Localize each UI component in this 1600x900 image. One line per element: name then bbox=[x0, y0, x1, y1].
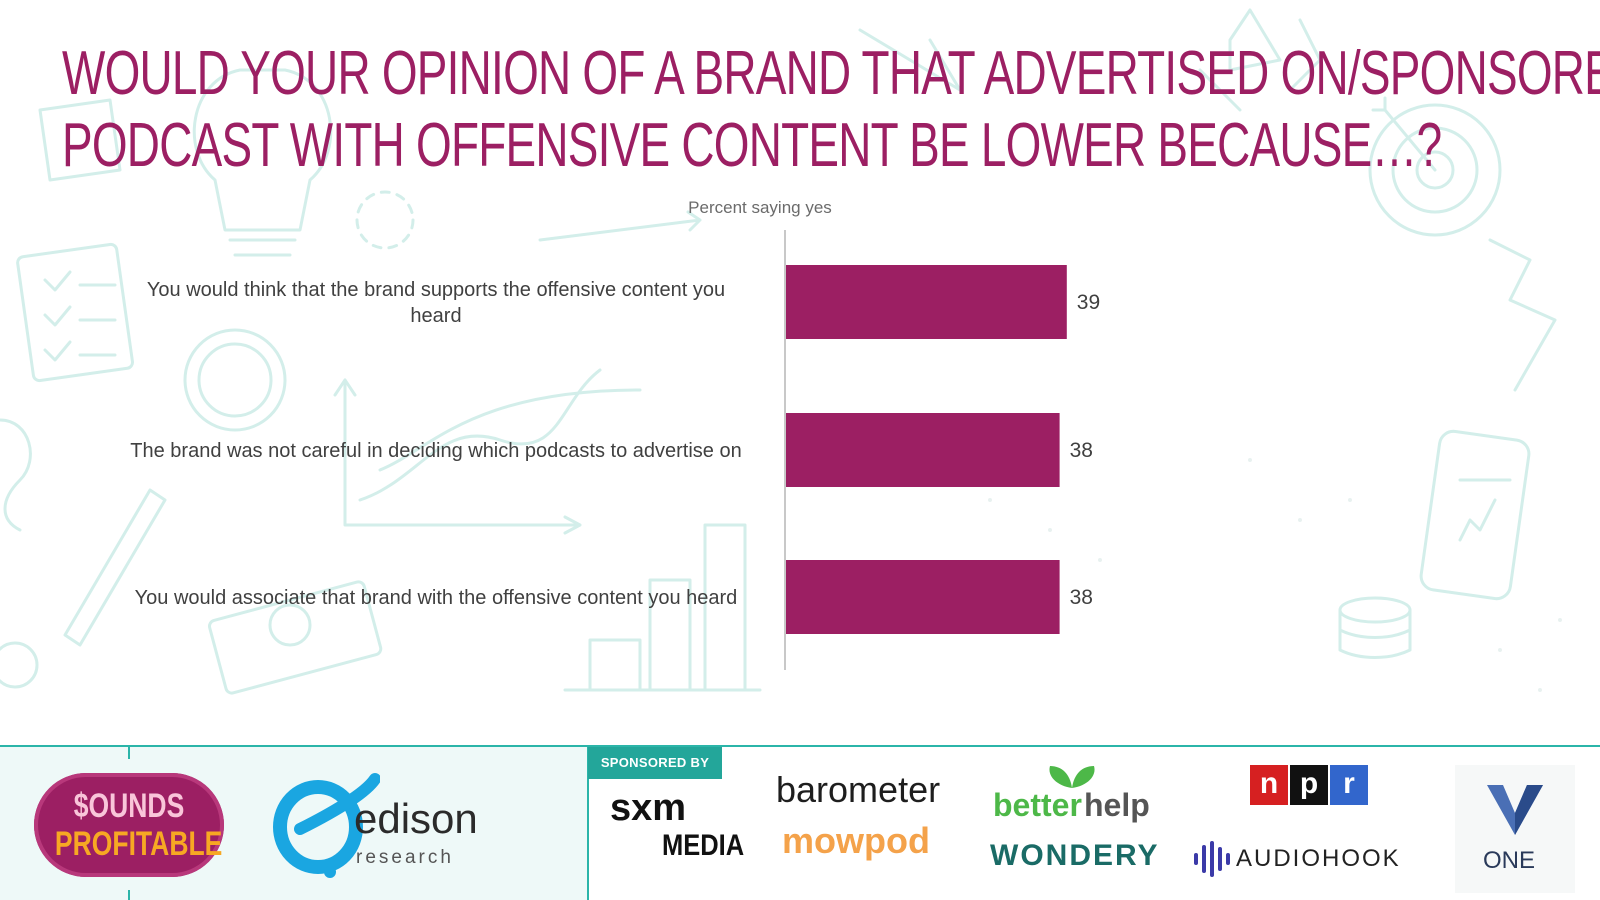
edison-research-logo: edison research bbox=[270, 769, 500, 879]
phone-doodle bbox=[1419, 429, 1531, 601]
bar-3 bbox=[786, 560, 1060, 634]
edison-sub: research bbox=[356, 847, 454, 868]
coin-doodle bbox=[183, 328, 287, 432]
target-doodle bbox=[1368, 103, 1502, 237]
barometer-logo: barometer bbox=[776, 769, 941, 810]
coins-doodle bbox=[1338, 596, 1412, 624]
sponsored-by-badge: SPONSORED BY bbox=[588, 747, 722, 779]
sounds-profitable-line-1: $OUNDS bbox=[73, 787, 185, 825]
sxm-logo-top: sxm bbox=[610, 787, 687, 829]
x-axis-label: Percent saying yes bbox=[688, 198, 832, 217]
bar-graph-doodle bbox=[563, 523, 762, 692]
sounds-profitable-logo: $OUNDS PROFITABLE bbox=[34, 773, 224, 877]
footer-tick-top bbox=[128, 747, 130, 759]
audiohook-waveform-icon bbox=[1194, 841, 1230, 877]
lightning-doodle bbox=[1488, 238, 1557, 392]
slide-title: Would your opinion of a brand that adver… bbox=[62, 38, 1600, 182]
bar-chart: Percent saying yes You would think that … bbox=[130, 198, 1100, 670]
category-label-2-line-1: The brand was not careful in deciding wh… bbox=[130, 440, 741, 462]
category-label-1-line-2: heard bbox=[410, 305, 461, 327]
slide-title-line-1: Would your opinion of a brand that adver… bbox=[62, 39, 1600, 108]
footer-tick-bottom bbox=[128, 890, 130, 900]
value-label-3: 38 bbox=[1070, 586, 1093, 609]
mowpod-logo: mowpod bbox=[782, 820, 930, 861]
betterhelp-logo-help: help bbox=[1084, 787, 1150, 823]
one-logo: ONE bbox=[1455, 765, 1575, 893]
sounds-profitable-line-2: PROFITABLE bbox=[54, 825, 223, 863]
bar-1 bbox=[786, 265, 1067, 339]
value-label-1: 39 bbox=[1077, 291, 1100, 314]
npr-n: n bbox=[1250, 765, 1288, 805]
one-chevron-icon bbox=[1487, 785, 1543, 835]
bar-2 bbox=[786, 413, 1060, 487]
npr-p: p bbox=[1290, 765, 1328, 805]
category-label-1-line-1: You would think that the brand supports … bbox=[147, 279, 725, 301]
audiohook-logo: AUDIOHOOK bbox=[1236, 845, 1401, 872]
wondery-logo: WONDERY bbox=[990, 839, 1160, 872]
cash-doodle bbox=[207, 580, 383, 695]
pencil-doodle bbox=[63, 488, 167, 647]
checklist-doodle bbox=[16, 242, 135, 383]
slide-title-line-2: podcast with offensive content be lower … bbox=[62, 111, 1442, 180]
edison-swoosh-icon bbox=[273, 773, 380, 878]
category-label-3-line-1: You would associate that brand with the … bbox=[135, 587, 738, 609]
background-doodles bbox=[0, 8, 1562, 695]
betterhelp-leaf-icon bbox=[1049, 766, 1095, 788]
betterhelp-logo-better: better bbox=[993, 787, 1082, 823]
footer-divider bbox=[587, 747, 589, 900]
value-label-2: 38 bbox=[1070, 439, 1093, 462]
edison-name: edison bbox=[354, 795, 478, 842]
category-label-2: The brand was not careful in deciding wh… bbox=[130, 440, 741, 462]
npr-logo: n p r bbox=[1250, 765, 1368, 805]
npr-r: r bbox=[1330, 765, 1368, 805]
sponsor-footer: $OUNDS PROFITABLE edison research SPONSO… bbox=[0, 745, 1600, 900]
sxm-logo-bottom: MEDIA bbox=[662, 829, 745, 862]
one-logo-text: ONE bbox=[1483, 847, 1536, 874]
category-label-3: You would associate that brand with the … bbox=[135, 587, 738, 609]
category-label-1: You would think that the brand supports … bbox=[147, 279, 725, 327]
lightbulb-doodle bbox=[192, 68, 333, 257]
